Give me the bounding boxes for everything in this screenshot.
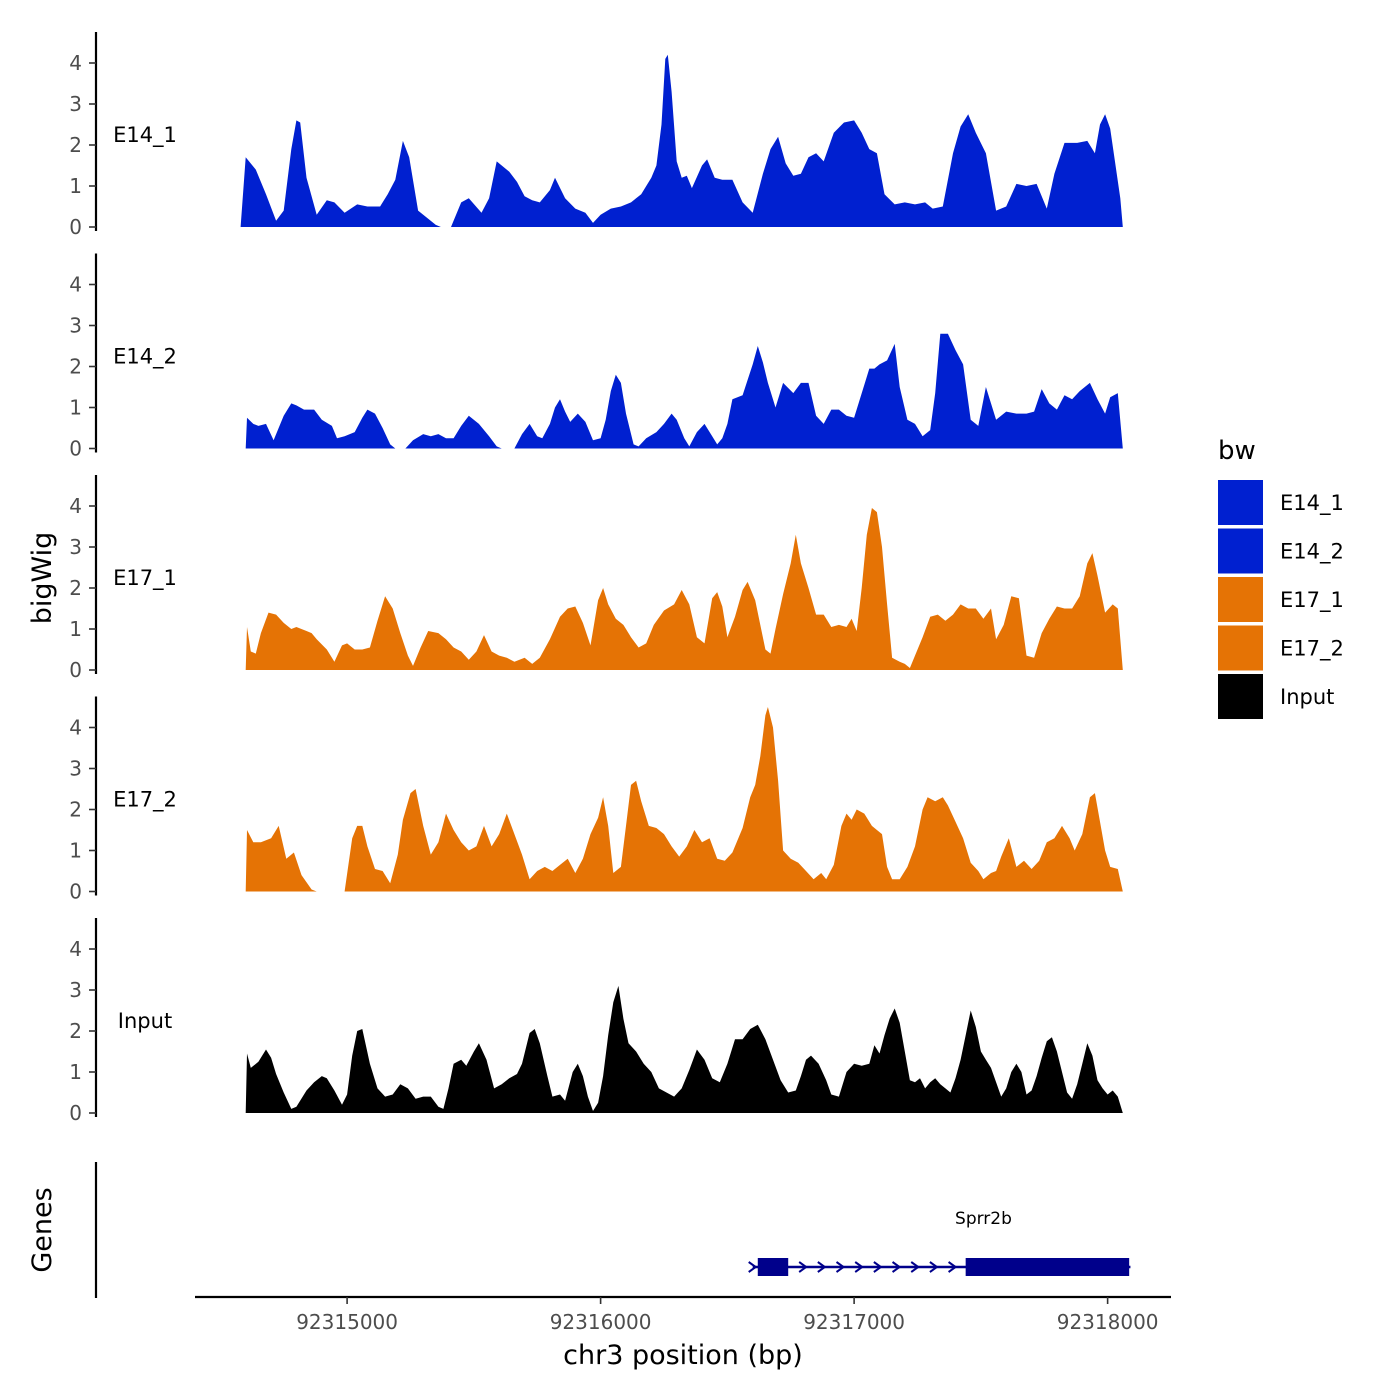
track-label-E14_2: E14_2 xyxy=(113,345,177,370)
track-panel-E14_2: 0 1 2 3 4 E14_2 xyxy=(69,253,1123,461)
gene-exon-2 xyxy=(965,1258,1130,1276)
x-axis: chr3 position (bp) 92315000 92316000 92317… xyxy=(195,1295,1171,1371)
y-tick-label-E17_2-0: 0 xyxy=(69,880,82,904)
y-tick-label-Input-1: 1 xyxy=(69,1060,82,1084)
coverage-area-E14_1 xyxy=(240,54,1123,227)
y-tick-label-E14_2-4: 4 xyxy=(69,273,82,297)
y-tick-label-E17_2-1: 1 xyxy=(69,839,82,863)
x-axis-title: chr3 position (bp) xyxy=(563,1340,803,1371)
y-tick-label-Input-3: 3 xyxy=(69,978,82,1002)
strand-arrow-icon xyxy=(873,1261,883,1273)
y-tick-label-E14_2-0: 0 xyxy=(69,437,82,461)
legend-label-E17_2: E17_2 xyxy=(1280,637,1344,662)
coverage-area-E17_1 xyxy=(245,508,1123,670)
legend-key-E17_2 xyxy=(1218,625,1263,671)
legend-label-E17_1: E17_1 xyxy=(1280,588,1344,613)
legend: bw E14_1 E14_2 E17_1 E17_2 Input xyxy=(1218,436,1344,719)
y-tick-label-E17_2-2: 2 xyxy=(69,798,82,822)
y-tick-label-E14_1-0: 0 xyxy=(69,215,82,239)
strand-arrow-icon xyxy=(910,1261,920,1273)
strand-arrow-icon xyxy=(817,1261,827,1273)
y-tick-label-Input-0: 0 xyxy=(69,1101,82,1125)
y-tick-label-E14_1-1: 1 xyxy=(69,174,82,198)
track-label-E17_1: E17_1 xyxy=(113,566,177,591)
track-panel-E17_1: 0 1 2 3 4 E17_1 xyxy=(69,475,1123,682)
y-tick-label-Input-4: 4 xyxy=(69,937,82,961)
track-panel-E14_1: 0 1 2 3 4 E14_1 xyxy=(69,32,1123,239)
y-tick-label-E17_2-3: 3 xyxy=(69,757,82,781)
strand-arrow-icon xyxy=(854,1261,864,1273)
legend-key-E17_1 xyxy=(1218,577,1263,622)
x-tick-label-92317000: 92317000 xyxy=(803,1310,905,1334)
strand-arrow-icon xyxy=(891,1261,902,1273)
y-tick-label-E17_1-4: 4 xyxy=(69,494,82,518)
legend-key-Input xyxy=(1218,674,1263,719)
genes-panel-label: Genes xyxy=(27,1187,58,1272)
gene-name-label: Sprr2b xyxy=(955,1209,1012,1229)
gene-track: Genes Sprr2b xyxy=(27,1162,1131,1298)
coverage-tracks: 0 1 2 3 4 E14_1 0 1 2 3 4 E14_2 0 1 2 3 4 E17_1 0 1 2 3 4 E17_2… xyxy=(69,32,1123,1125)
legend-label-Input: Input xyxy=(1280,685,1334,709)
strand-arrow-icon xyxy=(748,1261,758,1273)
x-tick-label-92316000: 92316000 xyxy=(550,1310,652,1334)
y-tick-label-E14_2-1: 1 xyxy=(69,396,82,420)
legend-label-E14_1: E14_1 xyxy=(1280,491,1344,516)
track-label-E14_1: E14_1 xyxy=(113,123,177,148)
track-label-Input: Input xyxy=(118,1009,172,1033)
coverage-area-Input xyxy=(245,985,1123,1113)
y-tick-label-E14_2-2: 2 xyxy=(69,355,82,379)
y-tick-label-E17_1-3: 3 xyxy=(69,535,82,559)
y-tick-label-E14_2-3: 3 xyxy=(69,314,82,338)
legend-key-E14_1 xyxy=(1218,480,1263,525)
coverage-area-E17_2 xyxy=(245,707,1123,892)
strand-arrow-icon xyxy=(929,1261,939,1273)
strand-arrow-icon xyxy=(835,1261,846,1273)
track-panel-E17_2: 0 1 2 3 4 E17_2 xyxy=(69,696,1123,904)
y-tick-label-E17_1-1: 1 xyxy=(69,617,82,641)
x-tick-label-92318000: 92318000 xyxy=(1057,1310,1159,1334)
x-tick-label-92315000: 92315000 xyxy=(296,1310,398,1334)
y-tick-label-E14_1-3: 3 xyxy=(69,92,82,116)
gene-exon-1 xyxy=(757,1258,789,1276)
y-tick-label-E17_1-0: 0 xyxy=(69,658,82,682)
y-tick-label-E14_1-2: 2 xyxy=(69,133,82,157)
legend-key-E14_2 xyxy=(1218,528,1263,574)
legend-title: bw xyxy=(1218,436,1256,466)
strand-arrow-icon xyxy=(798,1261,808,1273)
track-panel-Input: 0 1 2 3 4 Input xyxy=(69,918,1123,1125)
track-label-E17_2: E17_2 xyxy=(113,788,177,813)
coverage-area-E14_2 xyxy=(245,333,1123,449)
legend-label-E14_2: E14_2 xyxy=(1280,540,1344,565)
y-axis-title: bigWig xyxy=(27,532,58,625)
y-tick-label-E17_2-4: 4 xyxy=(69,716,82,740)
strand-arrow-icon xyxy=(948,1261,958,1273)
y-tick-label-E14_1-4: 4 xyxy=(69,51,82,75)
y-tick-label-Input-2: 2 xyxy=(69,1019,82,1043)
y-tick-label-E17_1-2: 2 xyxy=(69,576,82,600)
